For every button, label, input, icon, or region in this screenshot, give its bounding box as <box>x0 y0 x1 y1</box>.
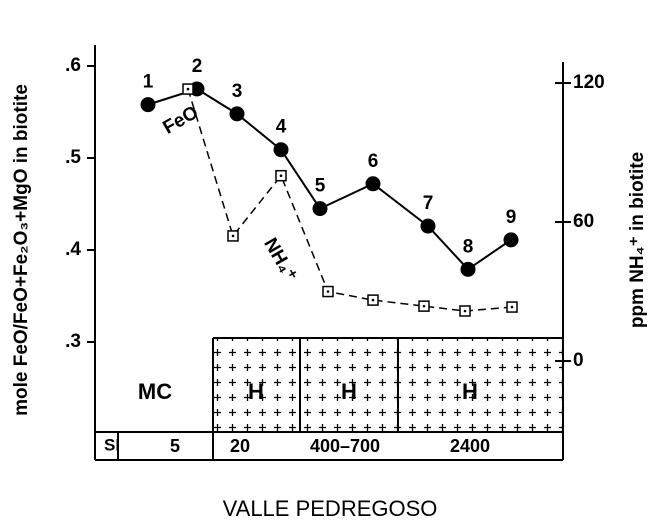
series-line <box>187 88 513 312</box>
y-axis-label: mole FeO/FeO+Fe₂O₃+MgO in biotite <box>11 84 32 416</box>
y-tick-label: .6 <box>65 55 81 76</box>
y2-axis-label: ppm NH₄⁺ in biotite <box>627 152 648 328</box>
y2-tick-label: 0 <box>573 350 584 371</box>
y2-tick-label: 60 <box>573 211 594 232</box>
series-line <box>147 87 512 271</box>
frame <box>94 45 564 461</box>
si-label: SI <box>104 435 120 454</box>
y2-tick-label: 120 <box>573 72 605 93</box>
point-label: 8 <box>463 236 474 257</box>
zone-label: H <box>462 379 478 404</box>
point <box>460 261 476 277</box>
point-dot <box>422 304 426 308</box>
y-tick-label: .4 <box>65 239 81 260</box>
chart-title: VALLE PEDREGOSO <box>223 496 438 521</box>
point-label: 7 <box>423 193 434 214</box>
point-dot <box>279 174 283 178</box>
series-label: FeO <box>160 102 203 139</box>
point-label: 5 <box>315 176 326 197</box>
point-dot <box>371 298 375 302</box>
point <box>140 97 156 113</box>
point-label: 1 <box>143 72 154 93</box>
zone-label: MC <box>138 379 172 404</box>
point <box>273 142 289 158</box>
point-label: 9 <box>506 207 517 228</box>
point-dot <box>231 234 235 238</box>
point <box>312 201 328 217</box>
point-label: 4 <box>276 117 287 138</box>
point <box>420 218 436 234</box>
point-label: 2 <box>192 56 203 77</box>
zone-label: H <box>248 379 264 404</box>
point-dot <box>510 305 514 309</box>
point <box>365 176 381 192</box>
point-dot <box>326 290 330 293</box>
si-value: 5 <box>170 436 180 456</box>
si-value: 2400 <box>450 436 490 456</box>
si-value: 400–700 <box>310 436 380 456</box>
point-label: 6 <box>368 151 379 172</box>
point-dot <box>186 87 190 91</box>
series-label: NH₄⁺ <box>259 235 300 286</box>
point-label: 3 <box>232 81 243 102</box>
y-tick-label: .3 <box>65 331 81 352</box>
si-value: 20 <box>230 436 250 456</box>
hatch-zone <box>213 338 563 432</box>
zone-label: H <box>341 379 357 404</box>
point <box>229 106 245 122</box>
point-dot <box>463 309 467 313</box>
point <box>503 232 519 248</box>
y-tick-label: .5 <box>65 147 81 168</box>
